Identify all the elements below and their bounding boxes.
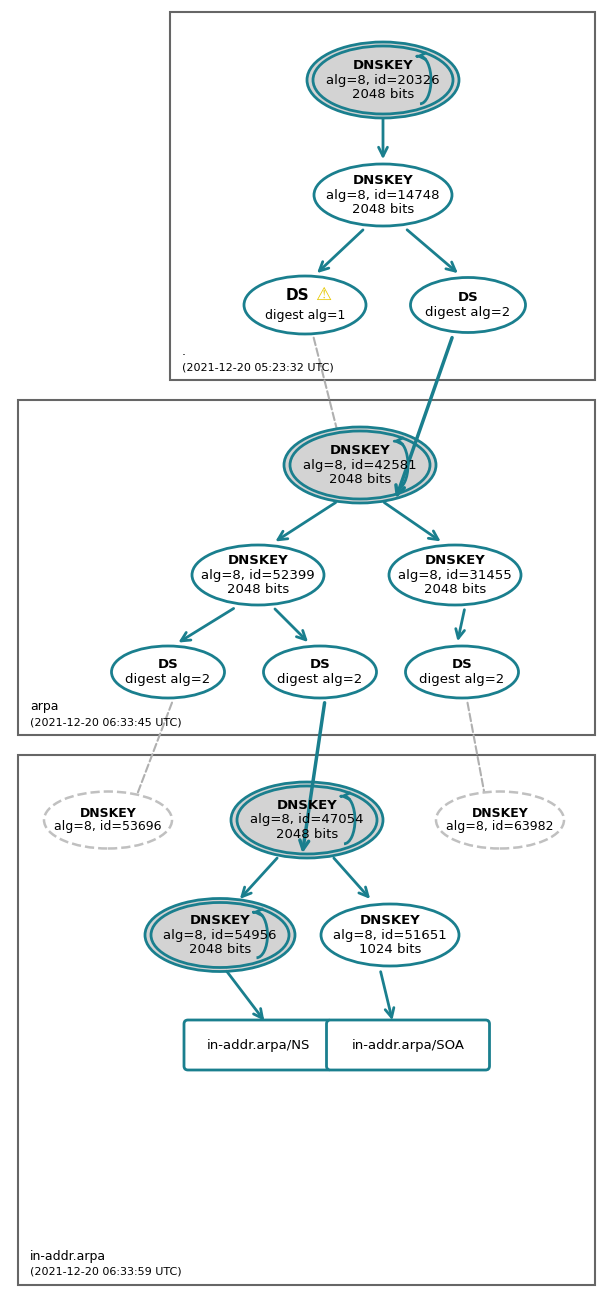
Text: alg=8, id=14748: alg=8, id=14748 — [326, 188, 440, 201]
Text: DNSKEY: DNSKEY — [189, 913, 250, 926]
Text: (2021-12-20 06:33:59 UTC): (2021-12-20 06:33:59 UTC) — [30, 1267, 181, 1277]
Text: DNSKEY: DNSKEY — [80, 807, 136, 820]
Text: DNSKEY: DNSKEY — [330, 444, 390, 457]
Text: DNSKEY: DNSKEY — [276, 799, 337, 812]
Text: digest alg=2: digest alg=2 — [425, 305, 511, 318]
Bar — [18, 400, 595, 735]
Ellipse shape — [44, 791, 172, 848]
Ellipse shape — [237, 786, 377, 853]
Text: alg=8, id=52399: alg=8, id=52399 — [201, 569, 315, 582]
Text: alg=8, id=20326: alg=8, id=20326 — [326, 74, 440, 87]
Text: DS: DS — [458, 291, 478, 304]
FancyBboxPatch shape — [327, 1020, 490, 1070]
Text: .: . — [182, 346, 186, 359]
Text: 2048 bits: 2048 bits — [276, 829, 338, 842]
Text: 2048 bits: 2048 bits — [424, 583, 486, 596]
Text: alg=8, id=42581: alg=8, id=42581 — [303, 459, 417, 472]
Ellipse shape — [321, 904, 459, 966]
Text: digest alg=2: digest alg=2 — [126, 673, 211, 686]
Ellipse shape — [411, 278, 525, 333]
Ellipse shape — [290, 431, 430, 499]
Ellipse shape — [406, 646, 519, 698]
Ellipse shape — [307, 42, 459, 118]
Text: digest alg=1: digest alg=1 — [265, 308, 345, 321]
Text: in-addr.arpa: in-addr.arpa — [30, 1250, 106, 1263]
Text: digest alg=2: digest alg=2 — [277, 673, 363, 686]
Ellipse shape — [264, 646, 376, 698]
Ellipse shape — [112, 646, 224, 698]
Text: DNSKEY: DNSKEY — [471, 807, 528, 820]
Text: DNSKEY: DNSKEY — [352, 58, 413, 71]
Bar — [18, 755, 595, 1285]
Text: 2048 bits: 2048 bits — [227, 583, 289, 596]
Text: (2021-12-20 06:33:45 UTC): (2021-12-20 06:33:45 UTC) — [30, 717, 181, 727]
Text: 1024 bits: 1024 bits — [359, 943, 421, 956]
Text: alg=8, id=51651: alg=8, id=51651 — [333, 929, 447, 942]
Text: alg=8, id=53696: alg=8, id=53696 — [54, 821, 162, 834]
Bar — [170, 12, 595, 381]
Text: (2021-12-20 05:23:32 UTC): (2021-12-20 05:23:32 UTC) — [182, 362, 333, 372]
Ellipse shape — [314, 164, 452, 226]
Text: DS: DS — [310, 659, 330, 672]
Ellipse shape — [151, 903, 289, 968]
Text: alg=8, id=47054: alg=8, id=47054 — [250, 813, 364, 826]
Text: 2048 bits: 2048 bits — [352, 88, 414, 101]
FancyBboxPatch shape — [184, 1020, 332, 1070]
Text: DNSKEY: DNSKEY — [360, 913, 421, 926]
Ellipse shape — [244, 275, 366, 334]
Text: DNSKEY: DNSKEY — [425, 553, 485, 566]
Ellipse shape — [389, 546, 521, 605]
Ellipse shape — [192, 546, 324, 605]
Text: alg=8, id=54956: alg=8, id=54956 — [163, 929, 276, 942]
Text: in-addr.arpa/NS: in-addr.arpa/NS — [207, 1038, 310, 1051]
Text: alg=8, id=31455: alg=8, id=31455 — [398, 569, 512, 582]
Text: alg=8, id=63982: alg=8, id=63982 — [446, 821, 554, 834]
Ellipse shape — [436, 791, 564, 848]
Text: DS: DS — [158, 659, 178, 672]
Text: 2048 bits: 2048 bits — [352, 203, 414, 216]
Text: digest alg=2: digest alg=2 — [419, 673, 504, 686]
Text: DNSKEY: DNSKEY — [227, 553, 288, 566]
Text: in-addr.arpa/SOA: in-addr.arpa/SOA — [351, 1038, 465, 1051]
Text: DNSKEY: DNSKEY — [352, 174, 413, 187]
Text: DS: DS — [285, 287, 309, 303]
Text: DS: DS — [452, 659, 473, 672]
Ellipse shape — [313, 45, 453, 114]
Text: ⚠: ⚠ — [315, 286, 331, 304]
Text: arpa: arpa — [30, 700, 58, 713]
Ellipse shape — [145, 899, 295, 972]
Text: 2048 bits: 2048 bits — [329, 473, 391, 486]
Ellipse shape — [231, 782, 383, 859]
Text: 2048 bits: 2048 bits — [189, 943, 251, 956]
Ellipse shape — [284, 427, 436, 503]
